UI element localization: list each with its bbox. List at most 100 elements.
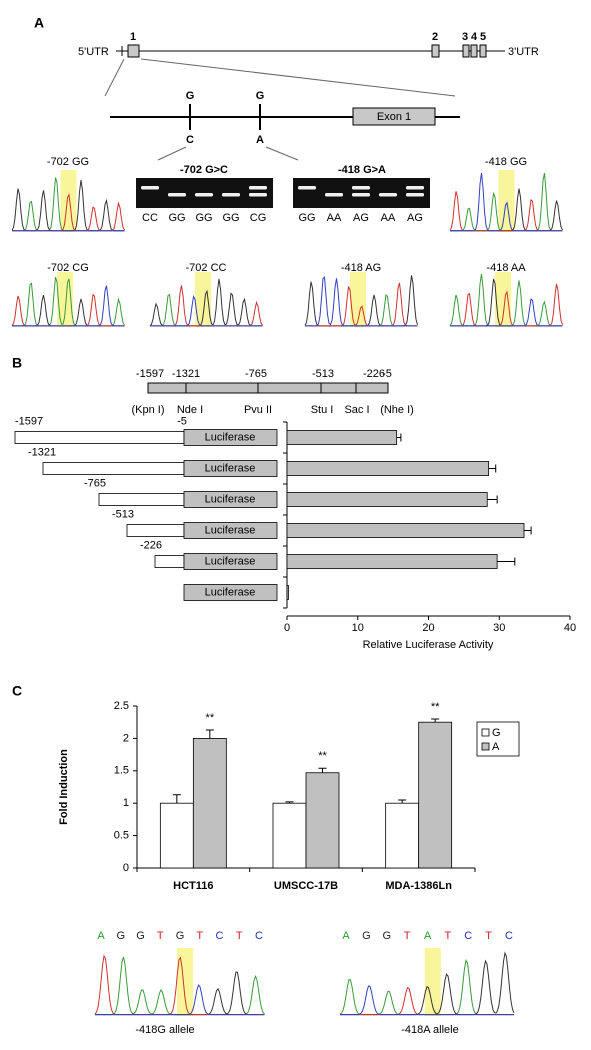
utr-label: 5'UTR xyxy=(78,46,109,58)
x-axis-title: Relative Luciferase Activity xyxy=(363,639,494,651)
highlight xyxy=(424,948,441,1016)
base-call: G xyxy=(136,930,145,942)
error-bar xyxy=(172,794,181,804)
y-tick-label: 2.5 xyxy=(114,700,129,712)
error-bar xyxy=(318,767,327,773)
map-site: Sac I xyxy=(344,404,369,416)
y-tick-label: 0.5 xyxy=(114,830,129,842)
base-call: G xyxy=(362,930,371,942)
construct-label: -1321 xyxy=(28,446,56,458)
base-call: C xyxy=(255,930,263,942)
trace-caption: -418A allele xyxy=(401,1024,459,1036)
map-site: (Kpn I) xyxy=(131,404,164,416)
bar xyxy=(159,802,194,869)
construct-promoter xyxy=(126,524,185,537)
gel-band xyxy=(379,193,397,197)
reporter-box xyxy=(183,460,278,477)
base-call: C xyxy=(464,930,472,942)
exon-box xyxy=(352,107,436,126)
reporter-label: Luciferase xyxy=(205,586,256,598)
gel-band xyxy=(249,193,267,197)
gel-band xyxy=(406,193,424,197)
bar xyxy=(286,554,498,569)
error-bar xyxy=(431,718,440,723)
base-call: G xyxy=(176,930,185,942)
base-call: G xyxy=(382,930,391,942)
bar xyxy=(418,721,453,869)
construct-label: -1597 xyxy=(15,415,43,427)
reporter-label: Luciferase xyxy=(205,555,256,567)
y-tick-label: 1 xyxy=(123,797,129,809)
reporter-box xyxy=(183,429,278,446)
error-bar xyxy=(205,729,214,739)
map-site: (Nhe I) xyxy=(380,404,414,416)
gel-band xyxy=(141,186,159,190)
trace-label: -418 AG xyxy=(341,262,381,274)
gel-lane: GG xyxy=(222,212,239,224)
error-bar xyxy=(497,557,516,566)
error-bar xyxy=(488,464,497,473)
base-call: T xyxy=(404,930,411,942)
map-position: -1597 xyxy=(136,368,164,380)
exon-number: 3 xyxy=(462,31,468,43)
bar xyxy=(305,772,340,869)
trace-label: -702 GG xyxy=(47,156,89,168)
annotation: ** xyxy=(431,701,440,713)
gel-band xyxy=(298,186,316,190)
trace-line xyxy=(450,298,563,327)
base-call: T xyxy=(236,930,243,942)
reporter-label: Luciferase xyxy=(205,493,256,505)
error-bar xyxy=(285,801,294,804)
highlight xyxy=(57,272,74,327)
panel-label: A xyxy=(34,15,44,31)
pointer-line xyxy=(265,146,299,161)
base-call: C xyxy=(216,930,224,942)
y-tick-label: 1.5 xyxy=(114,765,129,777)
bar xyxy=(286,461,490,476)
construct-promoter xyxy=(42,462,185,475)
promoter-map xyxy=(147,382,389,394)
trace-label: -418 GG xyxy=(485,156,527,168)
gel-band xyxy=(406,186,424,190)
base-call: T xyxy=(445,930,452,942)
gel-title: -418 G>A xyxy=(338,164,386,176)
pointer-line xyxy=(157,146,187,161)
map-position: -765 xyxy=(245,368,267,380)
highlight xyxy=(495,272,512,327)
gel-lane: AG xyxy=(407,212,423,224)
exon xyxy=(127,44,140,58)
trace-line xyxy=(305,276,418,327)
map-position: -1321 xyxy=(172,368,200,380)
trace-label: -418 AA xyxy=(486,262,526,274)
gel-band xyxy=(352,186,370,190)
exon-label: Exon 1 xyxy=(377,111,411,123)
gel-lane: GG xyxy=(168,212,185,224)
base-call: C xyxy=(505,930,513,942)
x-tick-label: 20 xyxy=(422,622,434,634)
map-position: -513 xyxy=(312,368,334,380)
annotation: ** xyxy=(206,712,215,724)
gel-lane: GG xyxy=(298,212,315,224)
legend-label: A xyxy=(492,741,500,753)
snp-allele: A xyxy=(256,134,264,146)
exon xyxy=(470,44,478,58)
trace-caption: -418G allele xyxy=(135,1024,194,1036)
gel-lane: CC xyxy=(142,212,158,224)
legend-swatch xyxy=(481,728,490,737)
error-bar xyxy=(524,526,532,535)
exon xyxy=(431,44,440,58)
gel-band xyxy=(325,193,343,197)
bar xyxy=(385,802,420,869)
exon-number: 2 xyxy=(432,31,438,43)
snp-allele: G xyxy=(186,90,195,102)
y-tick-label: 2 xyxy=(123,732,129,744)
gel-lane: AA xyxy=(381,212,396,224)
legend-swatch xyxy=(481,742,490,751)
x-tick-label: MDA-1386Ln xyxy=(385,880,452,892)
map-site: Stu I xyxy=(311,404,334,416)
reporter-box xyxy=(183,584,278,601)
gel-title: -702 G>C xyxy=(180,164,228,176)
annotation: ** xyxy=(318,750,327,762)
gel-band xyxy=(168,193,186,197)
